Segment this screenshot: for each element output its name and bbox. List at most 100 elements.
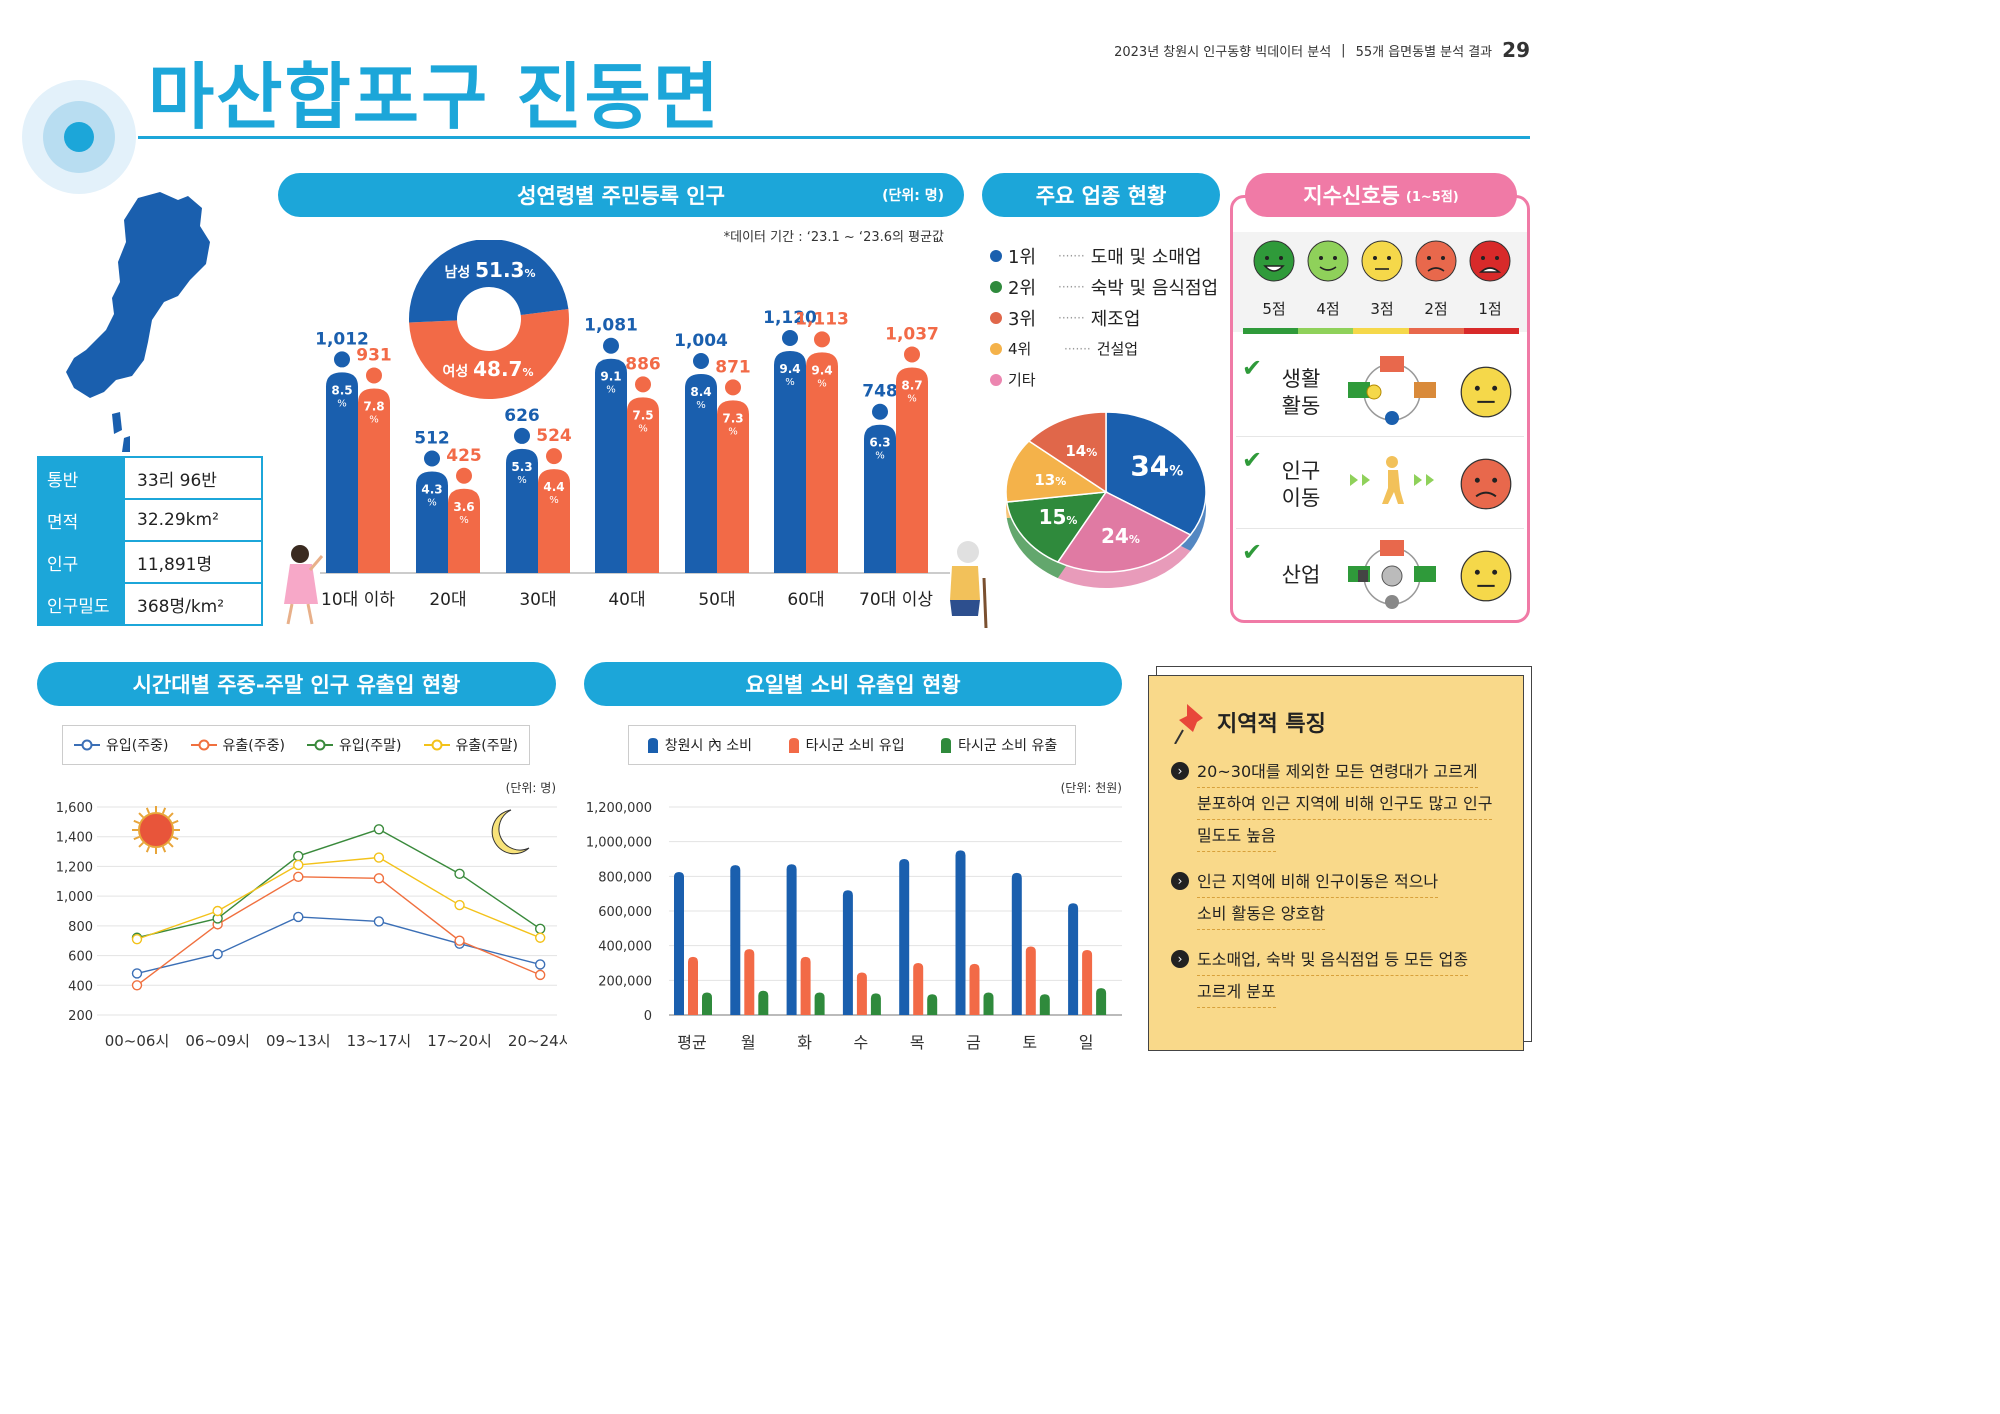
district-stats-table: 통반 33리 96반 면적 32.29km² 인구 11,891명 인구밀도 3… bbox=[37, 456, 263, 626]
age-bar-pct: 9.4 bbox=[779, 362, 800, 376]
face-circle bbox=[1307, 240, 1349, 282]
stats-key: 통반 bbox=[39, 458, 125, 498]
chevron-right-icon: › bbox=[1171, 762, 1189, 780]
weekday-bar bbox=[730, 865, 741, 1015]
age-bar-pct-sign: % bbox=[427, 498, 437, 509]
industry-pie-pct-sign: % bbox=[1055, 475, 1066, 488]
age-bar bbox=[864, 424, 896, 573]
rank-label: 1위 bbox=[1008, 246, 1037, 268]
age-category-label: 50대 bbox=[698, 590, 735, 610]
age-panel-header: 성연령별 주민등록 인구 (단위: 명) bbox=[278, 173, 964, 217]
face-eye bbox=[1373, 256, 1377, 260]
signal-row-label: 인구 이동 bbox=[1276, 458, 1326, 512]
weekday-x-tick: 수 bbox=[854, 1033, 869, 1052]
weekday-x-tick: 평균 bbox=[677, 1033, 706, 1052]
industry-rank-item: 2위 ······· 숙박 및 음식점업 bbox=[990, 271, 1220, 302]
time-series-point bbox=[535, 959, 546, 970]
legend-label: 유입(주말) bbox=[339, 738, 402, 754]
stats-row: 인구밀도 368명/km² bbox=[39, 584, 261, 624]
weekday-bar bbox=[969, 963, 980, 1015]
age-bar-pct: 8.5 bbox=[331, 383, 352, 397]
industry-panel-title: 주요 업종 현황 bbox=[1035, 184, 1167, 208]
stats-value: 11,891명 bbox=[137, 554, 213, 575]
time-series-point bbox=[131, 980, 143, 991]
child-leg bbox=[286, 603, 294, 625]
female-share-label: 여성 48.7% bbox=[436, 357, 540, 381]
rank-dots: ······· bbox=[1064, 341, 1091, 356]
score-label: 4점 bbox=[1316, 300, 1340, 318]
age-bar-pct-sign: % bbox=[907, 393, 917, 404]
time-panel-title: 시간대별 주중-주말 인구 유출입 현황 bbox=[132, 673, 461, 697]
industry-pie-slice bbox=[1027, 411, 1107, 494]
industry-panel-header: 주요 업종 현황 bbox=[982, 173, 1220, 217]
industry-pie-pct-sign: % bbox=[1129, 533, 1140, 546]
score-face-icon bbox=[1253, 240, 1295, 282]
score-scale: 5점 4점 3점 2점 1점 bbox=[1243, 238, 1519, 328]
age-bar bbox=[326, 372, 358, 573]
weekday-bar bbox=[842, 890, 853, 1015]
sun-ray bbox=[168, 842, 174, 848]
time-series-point bbox=[131, 968, 143, 979]
check-icon: ✔ bbox=[1242, 446, 1263, 474]
child-leg bbox=[306, 603, 314, 625]
face-svg bbox=[1361, 240, 1403, 282]
feature-line: 인근 지역에 비해 인구이동은 적으나 bbox=[1197, 866, 1439, 898]
elderly-skirt bbox=[950, 600, 980, 616]
sun-ray bbox=[133, 835, 140, 841]
signal-result-face-icon bbox=[1460, 458, 1512, 510]
weekday-y-tick: 200,000 bbox=[598, 974, 652, 989]
features-title: 지역적 특징 bbox=[1217, 712, 1326, 737]
sun-ray bbox=[172, 835, 179, 841]
face-circle bbox=[1460, 550, 1512, 602]
weekday-bar bbox=[983, 992, 994, 1015]
rank-label: 4위 bbox=[1008, 340, 1032, 358]
gear-icon bbox=[1381, 565, 1403, 587]
age-bar-value: 425 bbox=[446, 446, 482, 466]
weekday-legend-item: 창원시 內 소비 bbox=[647, 735, 752, 755]
age-bar-pct-sign: % bbox=[459, 515, 469, 526]
pushpin-icon bbox=[1174, 704, 1203, 744]
age-bar bbox=[416, 471, 448, 573]
industry-pie-slice bbox=[1056, 491, 1192, 573]
moon-icon bbox=[491, 809, 530, 855]
weekday-x-tick: 금 bbox=[966, 1033, 981, 1052]
score-bar-segment bbox=[1353, 328, 1409, 334]
time-x-tick: 20~24시 bbox=[508, 1032, 567, 1050]
time-series-point bbox=[373, 873, 385, 884]
legend-line-marker bbox=[74, 739, 101, 751]
time-y-tick: 1,400 bbox=[56, 831, 93, 846]
age-data-note: *데이터 기간 : ‘23.1 ~ ‘23.6의 평균값 bbox=[723, 230, 944, 245]
time-legend-item: 유입(주중) bbox=[74, 735, 168, 755]
weekday-x-tick: 토 bbox=[1022, 1033, 1037, 1052]
age-bar-pct: 8.7 bbox=[901, 378, 922, 392]
money-icon bbox=[1348, 382, 1370, 398]
age-bar-pct-sign: % bbox=[337, 398, 347, 409]
weekday-y-tick: 600,000 bbox=[598, 905, 652, 920]
score-bar-segment bbox=[1243, 328, 1299, 334]
legend-label: 유입(주중) bbox=[106, 738, 169, 754]
weekday-bar bbox=[1068, 903, 1079, 1015]
score-label: 2점 bbox=[1424, 300, 1448, 318]
time-series-line bbox=[136, 856, 541, 940]
page-number: 29 bbox=[1502, 38, 1530, 62]
weekday-bar bbox=[856, 972, 867, 1015]
time-panel-header: 시간대별 주중-주말 인구 유출입 현황 bbox=[37, 662, 556, 706]
age-bar-value: 871 bbox=[715, 357, 751, 377]
weekday-y-tick: 0 bbox=[644, 1009, 652, 1024]
age-category-label: 60대 bbox=[787, 590, 824, 610]
weekday-consumption-bar-chart: 1,200,000 1,000,000 800,000 600,000 400,000 2… bbox=[586, 801, 1122, 1052]
sun-ray bbox=[133, 819, 140, 825]
time-series-point bbox=[454, 899, 465, 911]
age-bar-pct: 8.4 bbox=[690, 385, 711, 399]
industry-pie-slice bbox=[1005, 440, 1109, 503]
signal-label-line: 생활 bbox=[1281, 367, 1321, 391]
check-icon: ✔ bbox=[1242, 538, 1263, 566]
weekday-bar bbox=[786, 864, 797, 1015]
weekday-bar bbox=[702, 992, 712, 1015]
age-bar-head bbox=[814, 331, 830, 348]
weekday-bar bbox=[1039, 994, 1050, 1015]
face-eye bbox=[1481, 256, 1485, 260]
age-bar bbox=[448, 488, 480, 573]
age-bar bbox=[896, 367, 928, 573]
score-bar-segment bbox=[1408, 328, 1464, 334]
